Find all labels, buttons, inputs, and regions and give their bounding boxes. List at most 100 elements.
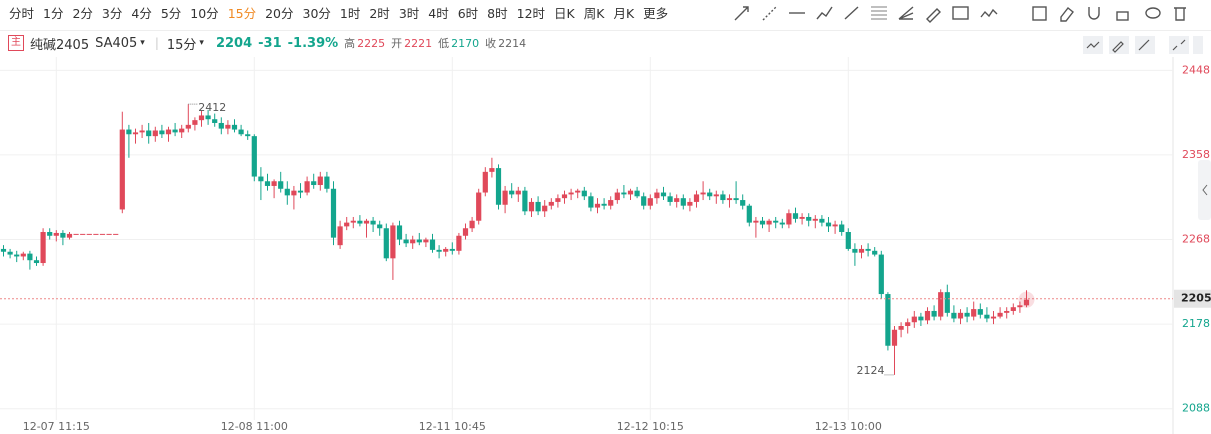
period-tab[interactable]: 2分 — [72, 6, 93, 21]
candle-body — [502, 190, 508, 205]
candle-body — [410, 239, 416, 244]
candle-body — [878, 254, 884, 295]
candle-body — [126, 129, 132, 135]
high-annotation: 2412 — [198, 101, 226, 114]
period-tab[interactable]: 2时 — [369, 6, 390, 21]
btn-indicator[interactable] — [1083, 36, 1103, 54]
symbol-code[interactable]: SA405 — [95, 35, 138, 51]
period[interactable]: 15分 — [166, 37, 197, 53]
btn-zoom[interactable] — [1169, 36, 1189, 54]
period-tab[interactable]: 4分 — [131, 6, 152, 21]
candle-body — [845, 232, 851, 249]
period-tab[interactable]: 15分 — [227, 6, 257, 21]
dropdown-arrow[interactable]: ▾ — [199, 38, 204, 48]
candle-body — [225, 124, 231, 129]
candle-body — [350, 220, 356, 223]
candle-body — [601, 203, 607, 206]
period-tab[interactable]: 20分 — [265, 6, 294, 21]
candle-body — [159, 130, 165, 135]
period-tab[interactable]: 6时 — [457, 6, 479, 21]
drawing-tools — [734, 6, 1186, 23]
period-tab[interactable]: 日K — [554, 6, 575, 21]
x-tick-label: 12-08 11:00 — [221, 420, 288, 433]
candle-body — [238, 129, 244, 135]
period-tab[interactable]: 3时 — [398, 6, 420, 21]
candle-body — [918, 316, 924, 321]
tool-trend[interactable] — [816, 6, 833, 20]
candle-body — [284, 188, 290, 196]
candle-body — [258, 176, 264, 182]
candle-body — [304, 181, 310, 193]
candle-body — [73, 233, 79, 235]
period-tab[interactable]: 8时 — [487, 6, 508, 21]
candle-body — [588, 196, 594, 208]
candle-body — [971, 309, 977, 317]
period-tab[interactable]: 12时 — [516, 6, 546, 21]
period-tab[interactable]: 10分 — [190, 6, 219, 21]
candle-body — [608, 200, 614, 206]
period-tab[interactable]: 1时 — [339, 6, 361, 21]
candle-body — [357, 220, 363, 224]
candle-body — [264, 181, 271, 186]
candle-body — [680, 198, 686, 206]
btn-fullscreen[interactable] — [1193, 36, 1203, 54]
period-tab[interactable]: 更多 — [643, 6, 669, 21]
period-tab[interactable]: 周K — [583, 6, 605, 21]
candle-body — [957, 312, 964, 319]
period-tab[interactable]: 30分 — [302, 6, 331, 21]
candle-body — [462, 228, 469, 236]
tool-lock[interactable] — [1116, 11, 1129, 21]
collapse-tab[interactable] — [1198, 160, 1211, 220]
candle-body — [377, 224, 383, 229]
btn-draw[interactable] — [1109, 36, 1129, 54]
low-label: 低 — [438, 37, 450, 50]
candle-body — [60, 232, 66, 238]
candle-body — [1017, 305, 1023, 308]
candle-body — [548, 201, 554, 206]
candle-body — [396, 225, 403, 240]
symbol-name[interactable]: 纯碱2405 — [30, 37, 90, 53]
close-value: 2214 — [498, 36, 527, 50]
candle-body — [753, 220, 759, 223]
collapse-arrow — [1202, 184, 1208, 196]
period-tab[interactable]: 分时 — [9, 6, 35, 21]
period-tab[interactable]: 月K — [613, 6, 635, 21]
candle-body — [469, 220, 475, 229]
tool-segment[interactable] — [844, 6, 859, 20]
candle-body — [535, 201, 541, 212]
dropdown-arrow[interactable]: ▾ — [140, 38, 145, 48]
candle-body — [713, 194, 719, 197]
candle-body — [436, 249, 442, 252]
main-badge: 主 — [8, 35, 24, 51]
period-tab[interactable]: 4时 — [428, 6, 449, 21]
tool-eraser[interactable] — [1060, 7, 1074, 22]
tool-pen[interactable] — [926, 8, 941, 23]
y-tick-label: 2268 — [1182, 233, 1210, 246]
tool-eye[interactable] — [1145, 7, 1161, 19]
candle-body — [185, 124, 191, 129]
candle-body — [317, 176, 323, 186]
candle-body — [759, 220, 766, 225]
tool-delete[interactable] — [1174, 7, 1186, 21]
tool-line[interactable] — [762, 6, 777, 21]
tool-image[interactable] — [952, 6, 969, 20]
high-label: 高 — [344, 37, 356, 50]
candle-body — [476, 192, 482, 221]
tool-wave[interactable] — [980, 8, 998, 18]
period-tab[interactable]: 3分 — [101, 6, 123, 21]
period-tab[interactable]: 1分 — [43, 6, 64, 21]
candle-body — [687, 201, 693, 206]
candle-body — [172, 129, 178, 133]
candle-body — [839, 224, 845, 233]
period-tab[interactable]: 5分 — [160, 6, 182, 21]
tool-fib[interactable] — [871, 6, 887, 20]
candle-body — [634, 190, 640, 197]
tool-edit[interactable] — [1032, 6, 1047, 21]
candle-body — [179, 128, 185, 133]
tool-ray[interactable] — [734, 6, 749, 21]
last-price-label: 2205 — [1181, 292, 1211, 305]
candle-body — [192, 120, 198, 125]
tool-fan[interactable] — [898, 6, 914, 20]
btn-tools[interactable] — [1135, 36, 1155, 54]
tool-magnet[interactable] — [1088, 7, 1100, 20]
